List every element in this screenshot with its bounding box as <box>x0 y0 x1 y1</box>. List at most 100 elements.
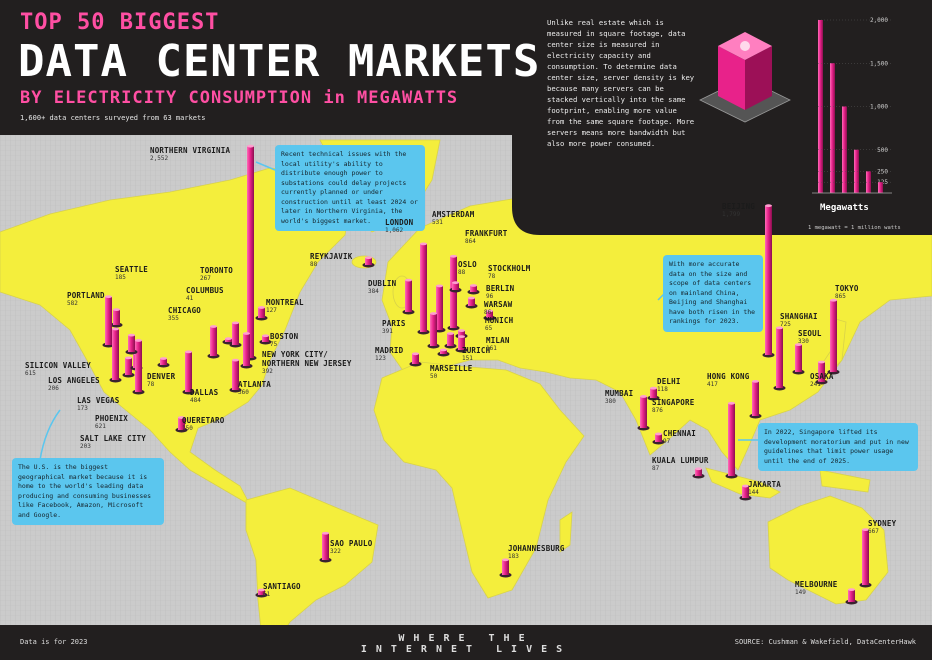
bar <box>728 403 735 476</box>
market-name: SILICON VALLEY <box>25 361 92 370</box>
market-label: NEW YORK CITY/ NORTHERN NEW JERSEY 392 <box>262 350 362 375</box>
market-label: CHENNAI 97 <box>663 429 696 445</box>
market-label: CHICAGO 355 <box>168 306 201 322</box>
bar <box>655 433 662 442</box>
market-value: 391 <box>382 328 393 335</box>
bar-top <box>458 329 465 333</box>
footer-panel <box>0 625 932 660</box>
market-label: MONTREAL 127 <box>266 298 304 314</box>
bar <box>232 360 239 390</box>
market-label: BERLIN 96 <box>486 284 514 300</box>
bar <box>135 340 142 392</box>
market-name: LONDON <box>385 218 414 227</box>
legend-bar <box>818 20 823 193</box>
bar <box>742 486 749 498</box>
bar <box>412 353 419 364</box>
bar <box>452 282 459 290</box>
header-panel <box>0 0 512 135</box>
bar <box>160 358 167 365</box>
market-label: PORTLAND 582 <box>67 291 105 307</box>
market-value: 88 <box>458 269 466 276</box>
bar <box>262 335 269 342</box>
bar <box>486 310 493 318</box>
market-label: OSLO 88 <box>458 260 477 276</box>
market-value: 41 <box>186 295 194 302</box>
market-value: 75 <box>270 341 278 348</box>
bar-top <box>225 337 232 340</box>
market-label: JOHANNESBURG 183 <box>508 544 565 560</box>
market-name: QUERETARO <box>182 416 225 425</box>
market-value: 203 <box>80 443 91 450</box>
market-label: LOS ANGELES 206 <box>48 376 100 392</box>
bar <box>818 361 825 382</box>
market-name: NEW YORK CITY/ NORTHERN NEW JERSEY <box>262 350 352 368</box>
market-name: SHANGHAI <box>780 312 818 321</box>
market-label: MADRID 123 <box>375 346 403 362</box>
market-name: SALT LAKE CITY <box>80 434 147 443</box>
bar <box>405 280 412 312</box>
market-name: FRANKFURT <box>465 229 508 238</box>
date-note: Data is for 2023 <box>20 638 88 646</box>
market-value: 330 <box>798 338 809 345</box>
market-label: MUMBAI 380 <box>605 389 633 405</box>
market-value: 149 <box>795 589 806 596</box>
market-name: JOHANNESBURG <box>508 544 565 553</box>
subtitle: BY ELECTRICITY CONSUMPTION in MEGAWATTS <box>20 88 459 108</box>
market-label: ATLANTA 360 <box>238 380 271 396</box>
market-label: QUERETARO 150 <box>182 416 224 432</box>
market-value: 86 <box>484 309 492 316</box>
market-name: KUALA LUMPUR <box>652 456 709 465</box>
legend-title: Megawatts <box>820 203 869 213</box>
bar <box>125 357 132 375</box>
bar <box>210 326 217 356</box>
market-name: OSLO <box>458 260 477 269</box>
bar <box>112 328 119 380</box>
bar <box>430 313 437 346</box>
bar-top <box>105 295 112 299</box>
annotation: Recent technical issues with the local u… <box>275 145 425 231</box>
legend-tick-label: 250 <box>877 168 888 175</box>
bar <box>447 333 454 346</box>
bar <box>247 146 254 358</box>
market-label: KUALA LUMPUR 87 <box>652 456 709 472</box>
market-value: 360 <box>238 389 249 396</box>
bar <box>795 344 802 372</box>
bar <box>640 396 647 428</box>
market-name: DELHI <box>657 377 681 386</box>
description-panel <box>512 0 932 235</box>
legend-bar <box>878 182 883 193</box>
bar-top <box>742 484 749 488</box>
market-name: ATLANTA <box>238 380 272 389</box>
bar <box>258 307 265 318</box>
bar-top <box>160 357 167 360</box>
market-value: 61 <box>263 591 271 598</box>
bar <box>776 327 783 388</box>
bar <box>185 351 192 392</box>
bar <box>458 336 465 350</box>
market-label: MUNICH 65 <box>485 316 513 332</box>
market-label: ZURICH 151 <box>462 346 490 362</box>
legend-tick-label: 1,000 <box>870 104 888 111</box>
bar-top <box>830 298 837 302</box>
bar-top <box>113 308 120 312</box>
market-name: MUNICH <box>485 316 514 325</box>
bar-top <box>452 281 459 285</box>
madagascar <box>559 511 573 553</box>
bar <box>470 285 477 292</box>
bar <box>365 257 372 265</box>
market-label: COLUMBUS 41 <box>186 286 224 302</box>
bar-top <box>258 588 265 592</box>
bar-top <box>210 325 217 328</box>
market-name: PORTLAND <box>67 291 105 300</box>
bar-top <box>458 335 465 339</box>
market-name: SYDNEY <box>868 519 897 528</box>
market-label: PARIS 391 <box>382 319 406 335</box>
bar <box>752 381 759 416</box>
bar <box>830 300 837 372</box>
market-value: 127 <box>266 307 277 314</box>
bar-top <box>862 528 869 532</box>
market-value: 78 <box>488 273 496 280</box>
bar <box>458 330 465 336</box>
bar-top <box>112 327 119 331</box>
bar-top <box>322 531 329 535</box>
